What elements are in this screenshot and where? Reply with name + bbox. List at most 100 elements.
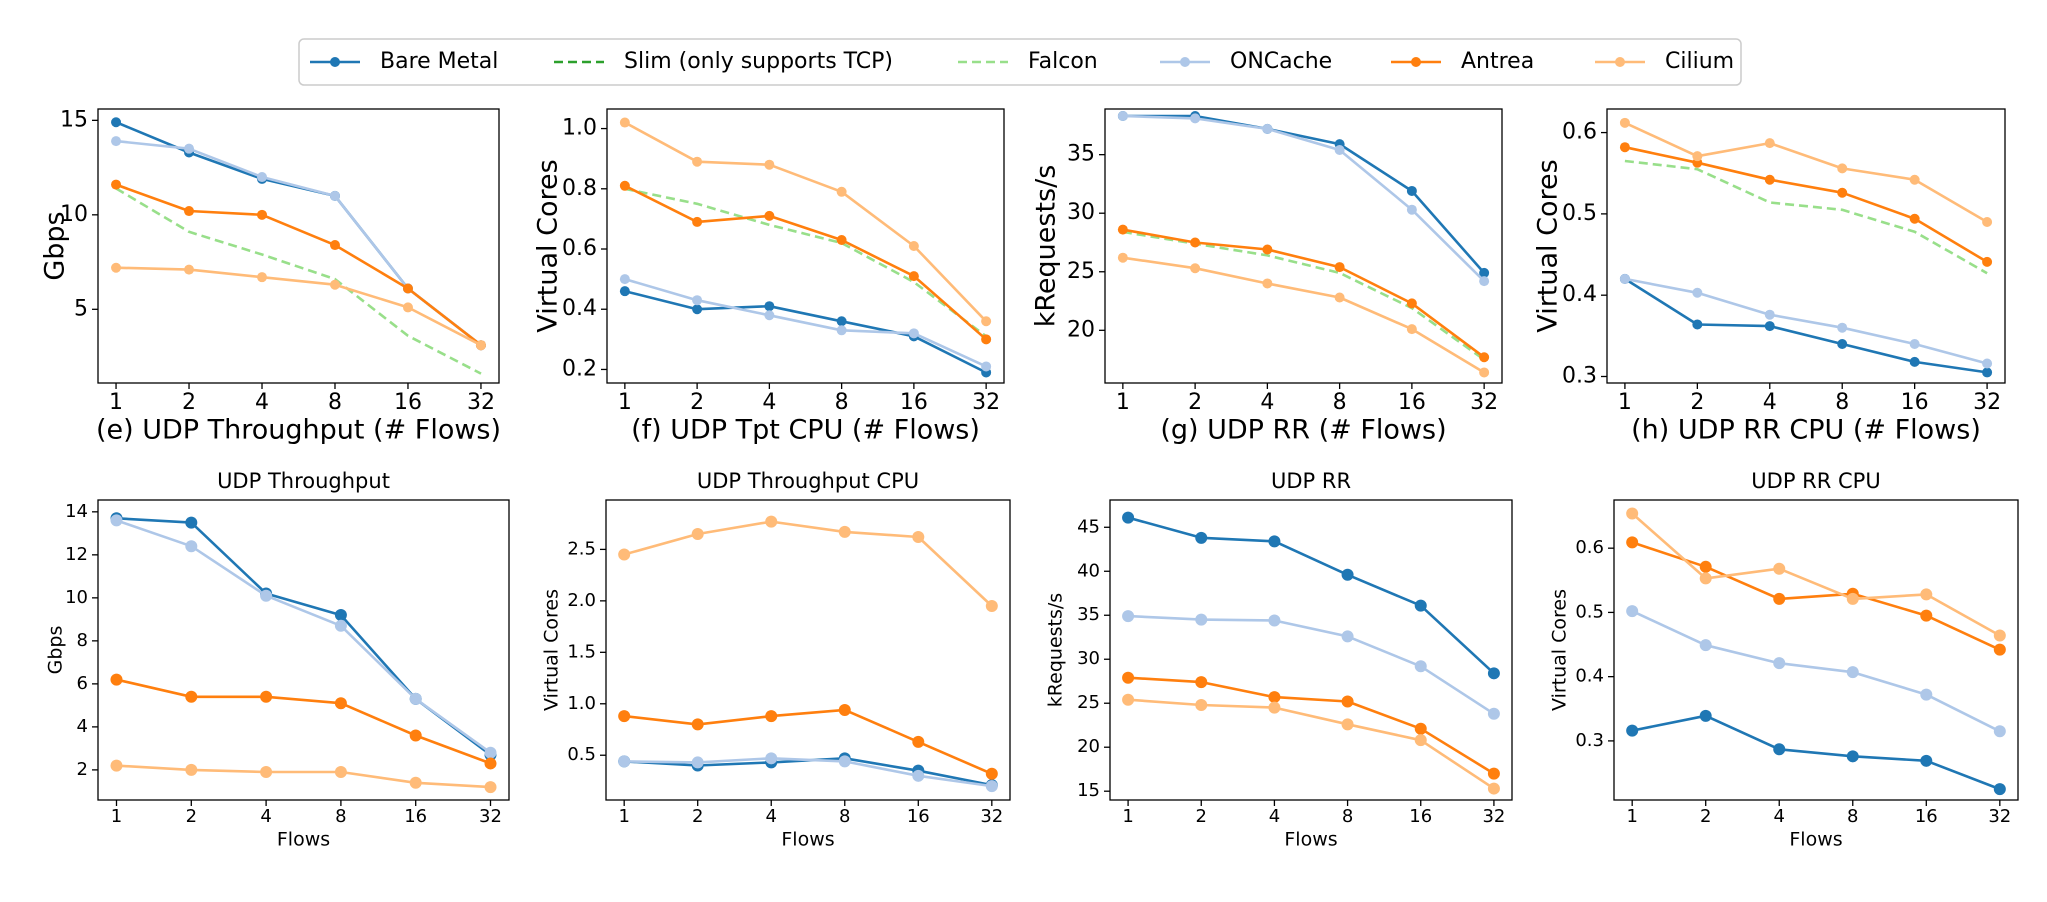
data-point [838, 525, 851, 538]
data-point [1920, 588, 1933, 601]
y-tick-label: 14 [65, 501, 88, 522]
data-point [1692, 319, 1703, 330]
series-line [1624, 121, 1988, 224]
data-point [619, 286, 630, 297]
data-point [1764, 174, 1775, 185]
subplot: 0.5 1.0 1.5 2.0 2.5 1 2 4 8 16 32 Flows Virtual Core… [541, 469, 1011, 851]
data-point [185, 690, 198, 703]
y-axis-label: Virtual Cores [541, 589, 563, 711]
data-point [1268, 535, 1281, 548]
x-tick-label: 16 [394, 390, 422, 415]
y-tick-label: 0.6 [1562, 120, 1597, 145]
y-tick-label: 0.3 [1575, 730, 1604, 751]
data-point [1479, 352, 1490, 363]
data-point [1699, 709, 1712, 722]
y-tick-label: 2 [77, 759, 88, 780]
data-point [1626, 605, 1639, 618]
x-tick-label: 16 [907, 806, 930, 827]
plot-frame [1104, 108, 1503, 384]
x-tick-label: 1 [618, 390, 632, 415]
data-point [184, 143, 195, 154]
data-point [691, 756, 704, 769]
y-tick-label: 5 [74, 296, 88, 321]
data-point [838, 755, 851, 768]
data-point [1626, 724, 1639, 737]
data-point [329, 279, 340, 290]
series-line [1624, 159, 1988, 275]
x-tick-label: 8 [1835, 390, 1849, 415]
y-tick-label: 0.5 [1562, 201, 1597, 226]
data-point [1122, 511, 1135, 524]
data-point [838, 703, 851, 716]
data-point [985, 780, 998, 793]
data-point [1122, 693, 1135, 706]
data-point [111, 136, 122, 147]
x-tick-label: 8 [328, 390, 342, 415]
data-point [1846, 592, 1859, 605]
y-tick-label: 0.2 [562, 356, 597, 381]
series-line [116, 519, 492, 754]
data-point [1773, 592, 1786, 605]
data-point [1195, 531, 1208, 544]
data-point [1341, 695, 1354, 708]
data-point [185, 540, 198, 553]
y-tick-label: 20 [1077, 736, 1100, 757]
data-point [619, 117, 630, 128]
data-point [1846, 666, 1859, 679]
data-point [1487, 767, 1500, 780]
data-point [619, 180, 630, 191]
x-tick-label: 2 [182, 390, 196, 415]
data-point [1692, 287, 1703, 298]
data-point [836, 234, 847, 245]
data-point [692, 304, 703, 315]
series-line [1122, 114, 1486, 283]
data-point [409, 729, 422, 742]
data-point [484, 781, 497, 794]
data-point [1479, 267, 1490, 278]
data-point [985, 600, 998, 613]
data-point [1619, 273, 1630, 284]
y-tick-label: 1.5 [567, 641, 596, 662]
series-line [624, 708, 993, 775]
data-point [484, 757, 497, 770]
data-point [1414, 734, 1427, 747]
data-point [764, 210, 775, 221]
data-point [1773, 562, 1786, 575]
data-point [1764, 321, 1775, 332]
legend-label: Slim (only supports TCP) [624, 49, 893, 74]
plot-frame [605, 499, 1011, 801]
data-point [1699, 560, 1712, 573]
series-line [624, 187, 987, 338]
data-point [1846, 750, 1859, 763]
x-tick-label: 16 [1901, 390, 1929, 415]
y-tick-label: 45 [1077, 516, 1100, 537]
data-point [1190, 263, 1201, 274]
data-point [1920, 688, 1933, 701]
x-tick-label: 32 [1988, 806, 2011, 827]
y-tick-label: 10 [60, 202, 88, 227]
y-tick-label: 1.0 [567, 693, 596, 714]
data-point [1414, 722, 1427, 735]
data-point [1414, 599, 1427, 612]
data-point [1993, 629, 2006, 642]
x-tick-label: 4 [1774, 806, 1785, 827]
data-point [1764, 138, 1775, 149]
data-point [1268, 701, 1281, 714]
legend-box [298, 38, 1742, 86]
y-tick-label: 15 [60, 107, 88, 132]
x-axis-label: (g) UDP RR (# Flows) [1160, 415, 1446, 446]
chart-title: UDP Throughput [217, 469, 390, 493]
data-point [334, 609, 347, 622]
legend-label: Bare Metal [380, 49, 498, 74]
subplot: 0.2 0.4 0.6 0.8 1.0 1 2 4 8 16 32(f) UDP Tpt CPU (… [533, 108, 1005, 446]
data-point [1909, 174, 1920, 185]
data-point [1920, 754, 1933, 767]
y-tick-label: 6 [77, 673, 88, 694]
y-tick-label: 20 [1067, 317, 1095, 342]
data-point [1268, 691, 1281, 704]
x-tick-label: 1 [1122, 806, 1133, 827]
data-point [692, 156, 703, 167]
data-point [618, 710, 631, 723]
data-point [110, 759, 123, 772]
series-line [115, 183, 482, 347]
